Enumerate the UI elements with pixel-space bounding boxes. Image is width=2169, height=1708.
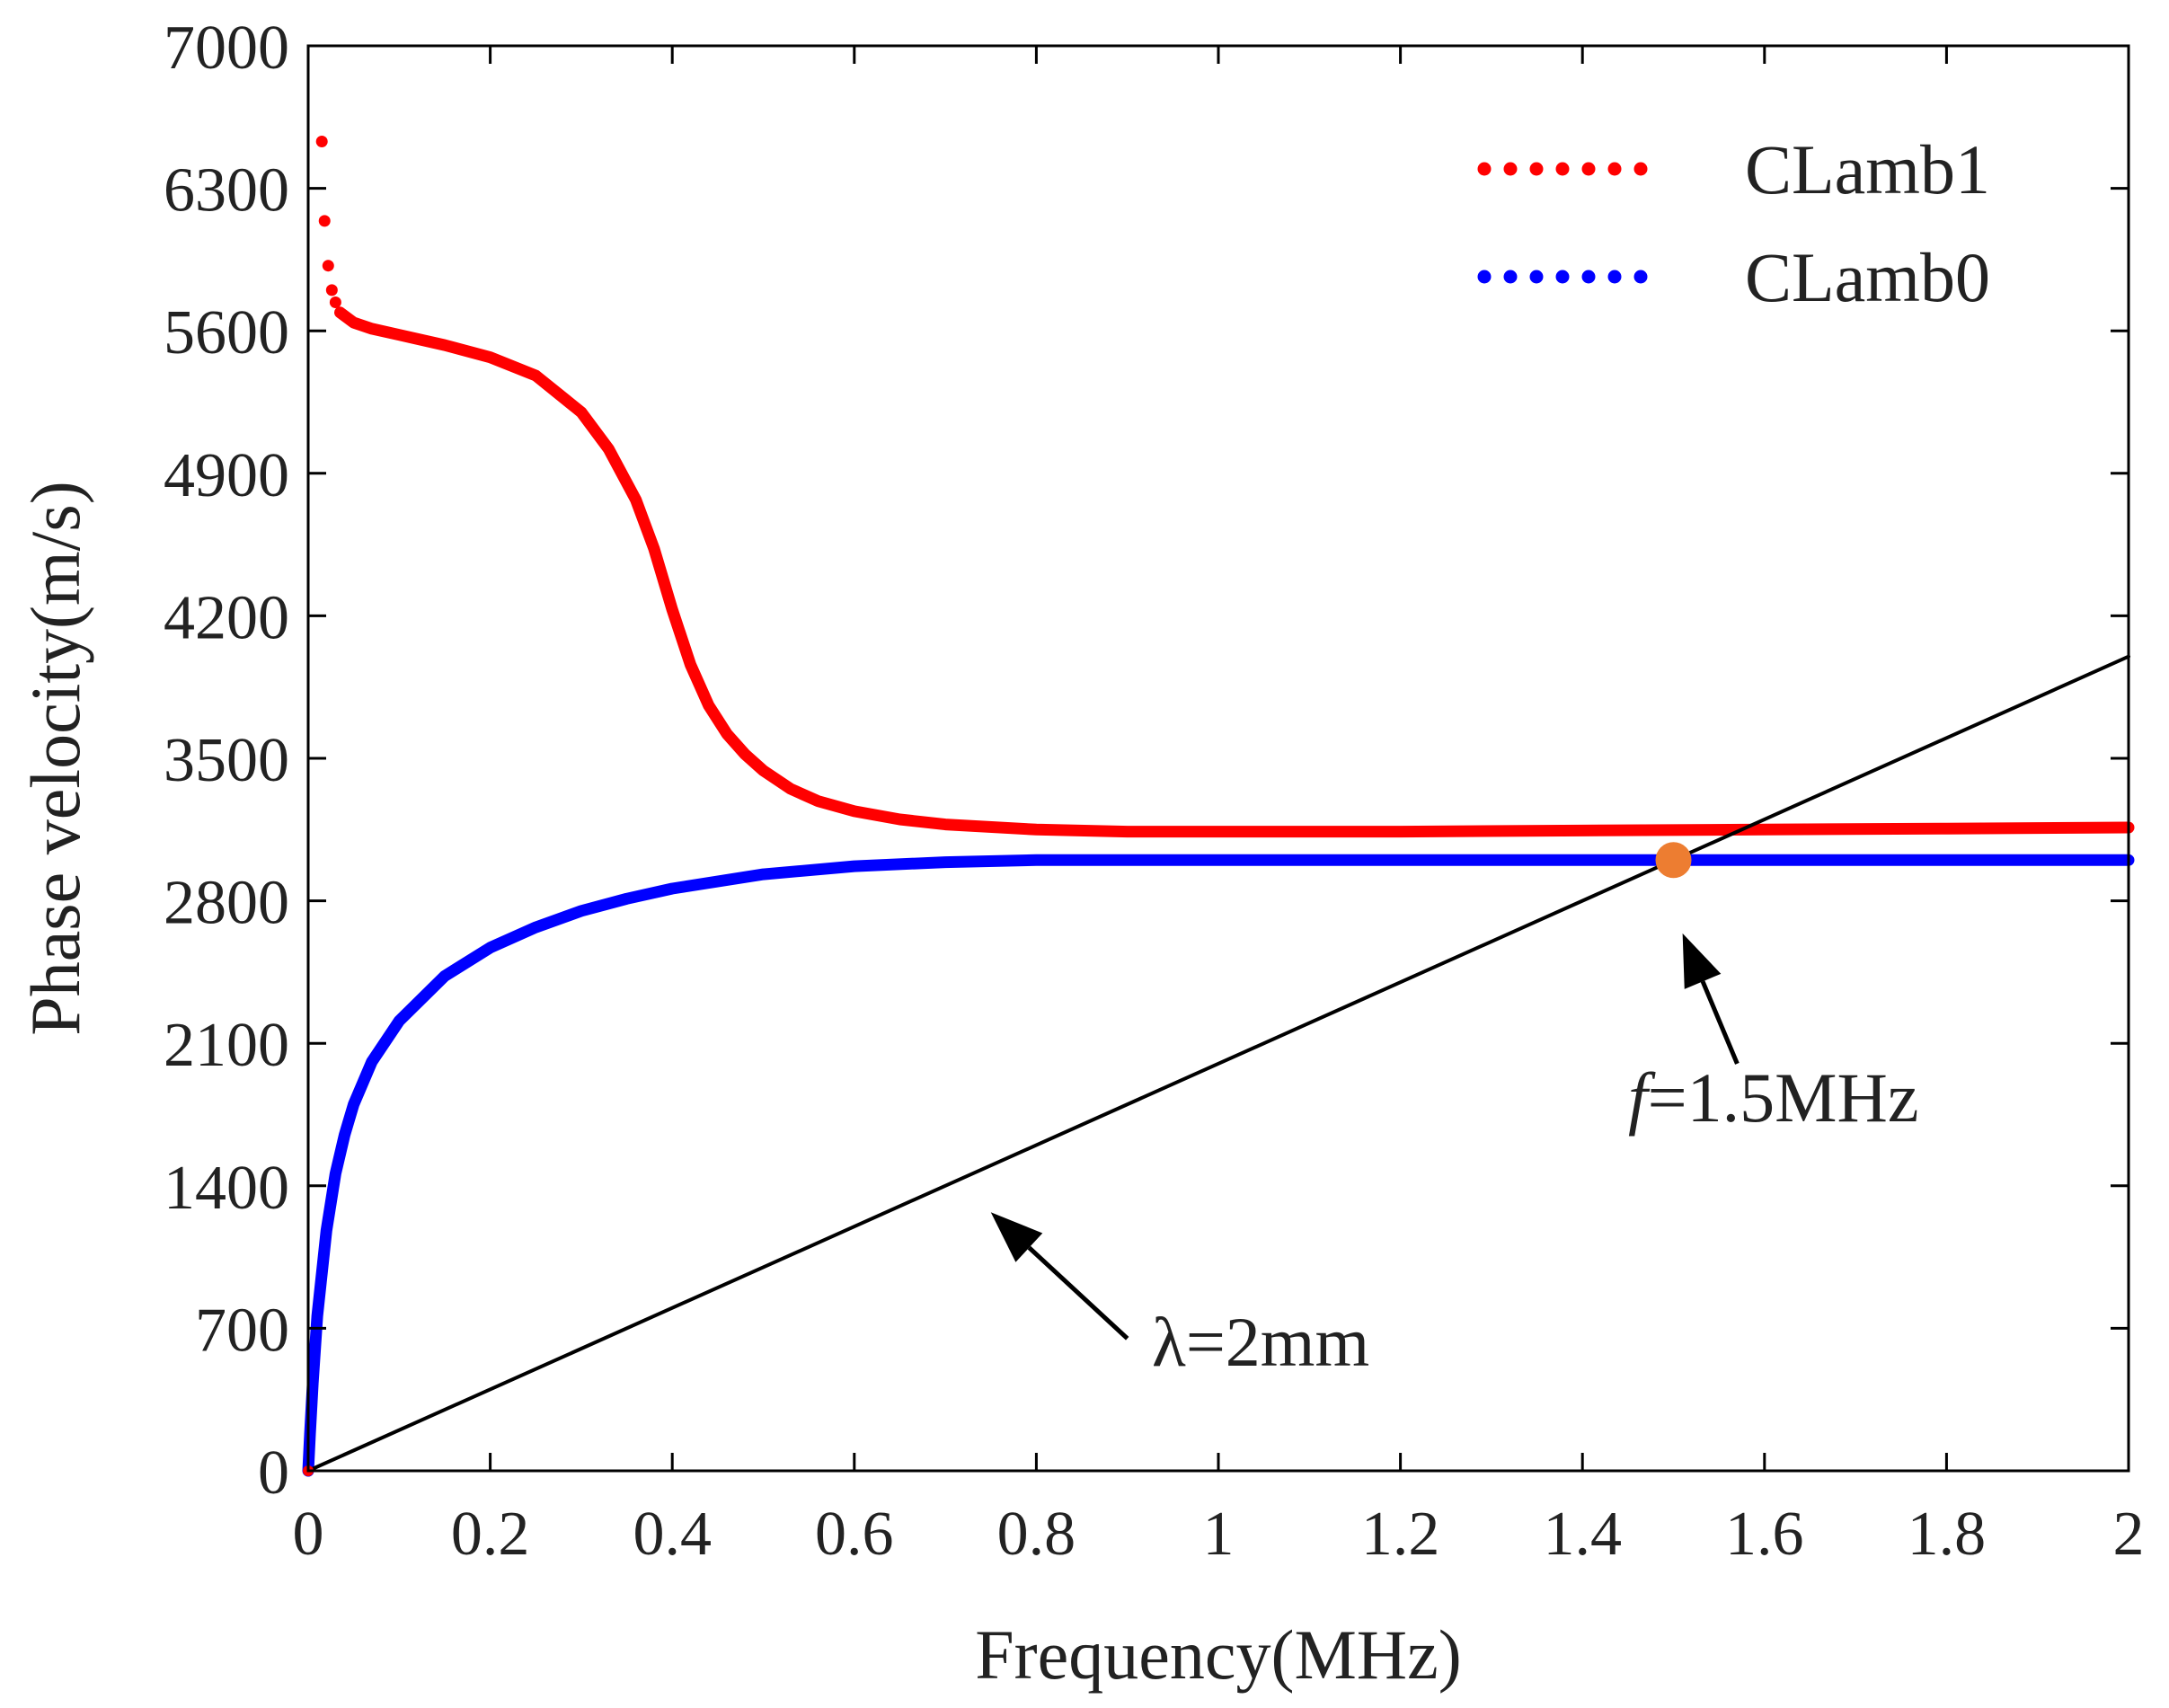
- wavelength-arrow-shaft: [1027, 1245, 1129, 1341]
- legend-swatch-dot: [1633, 162, 1648, 176]
- series-dot: [318, 215, 331, 227]
- legend: CLamb1 CLamb0: [1477, 130, 1990, 316]
- y-tick-label: 2100: [164, 1011, 289, 1080]
- y-tick-label: 0: [258, 1438, 289, 1508]
- legend-swatch-dot: [1529, 162, 1544, 176]
- frequency-value: =1.5MHz: [1648, 1058, 1919, 1137]
- legend-swatch-dot: [1529, 270, 1544, 284]
- y-tick-label: 5600: [164, 298, 289, 367]
- y-axis-label: Phase velocity(m/s): [16, 481, 94, 1035]
- annotation-layer: λ=2mm f=1.5MHz: [990, 842, 1918, 1381]
- x-tick-label: 0.2: [451, 1500, 530, 1569]
- x-tick-label: 0: [293, 1500, 324, 1569]
- series-dot: [315, 135, 328, 147]
- legend-swatch-dot: [1581, 270, 1596, 284]
- legend-label: CLamb1: [1745, 130, 1990, 208]
- x-tick-label: 0.8: [997, 1500, 1076, 1569]
- series-line-2: [306, 654, 2130, 1473]
- legend-swatch-dot: [1477, 270, 1492, 284]
- series-line-1: [302, 854, 2135, 1477]
- legend-swatch-dot: [1607, 162, 1622, 176]
- legend-label: CLamb0: [1745, 238, 1990, 316]
- y-tick-label: 1400: [164, 1154, 289, 1223]
- y-tick-label: 6300: [164, 156, 289, 226]
- series-line-0: [334, 306, 2135, 838]
- series-dot: [329, 296, 341, 308]
- frequency-arrow-shaft: [1700, 980, 1740, 1065]
- y-tick-label: 7000: [164, 13, 289, 83]
- wavelength-arrow-head: [990, 1212, 1043, 1262]
- legend-swatch-dot: [1581, 162, 1596, 176]
- legend-swatch-dot: [1503, 270, 1518, 284]
- intersection-marker: [1655, 842, 1692, 879]
- y-tick-label: 4200: [164, 583, 289, 652]
- legend-swatch-dot: [1503, 162, 1518, 176]
- y-tick-label: 4900: [164, 441, 289, 510]
- series-layer: [302, 135, 2135, 1477]
- x-tick-label: 0.4: [633, 1500, 712, 1569]
- x-tick-label: 2: [2113, 1500, 2145, 1569]
- ticks-layer: 0 0.2 0.4 0.6 0.8 1 1.2 1.4 1.6 1.8 2 0 700 1400 2100 2…: [164, 13, 2145, 1569]
- y-tick-label: 2800: [164, 869, 289, 938]
- legend-swatch-dot: [1477, 162, 1492, 176]
- x-tick-label: 1.8: [1908, 1500, 1987, 1569]
- y-tick-label: 3500: [164, 726, 289, 795]
- x-tick-label: 0.6: [815, 1500, 894, 1569]
- y-tick-label: 700: [195, 1296, 289, 1365]
- legend-swatch-dot: [1607, 270, 1622, 284]
- x-tick-label: 1: [1203, 1500, 1235, 1569]
- series-dot: [322, 260, 334, 272]
- x-tick-label: 1.2: [1361, 1500, 1440, 1569]
- legend-swatch-dot: [1633, 270, 1648, 284]
- series-dot: [325, 284, 338, 296]
- x-tick-label: 1.4: [1543, 1500, 1622, 1569]
- frequency-arrow-head: [1682, 933, 1722, 989]
- legend-swatch-dot: [1555, 270, 1570, 284]
- legend-swatch-dot: [1555, 162, 1570, 176]
- x-tick-label: 1.6: [1725, 1500, 1804, 1569]
- wavelength-label: λ=2mm: [1152, 1303, 1369, 1381]
- frequency-label: f=1.5MHz: [1628, 1058, 1918, 1137]
- x-axis-label: Frequency(MHz): [975, 1615, 1461, 1694]
